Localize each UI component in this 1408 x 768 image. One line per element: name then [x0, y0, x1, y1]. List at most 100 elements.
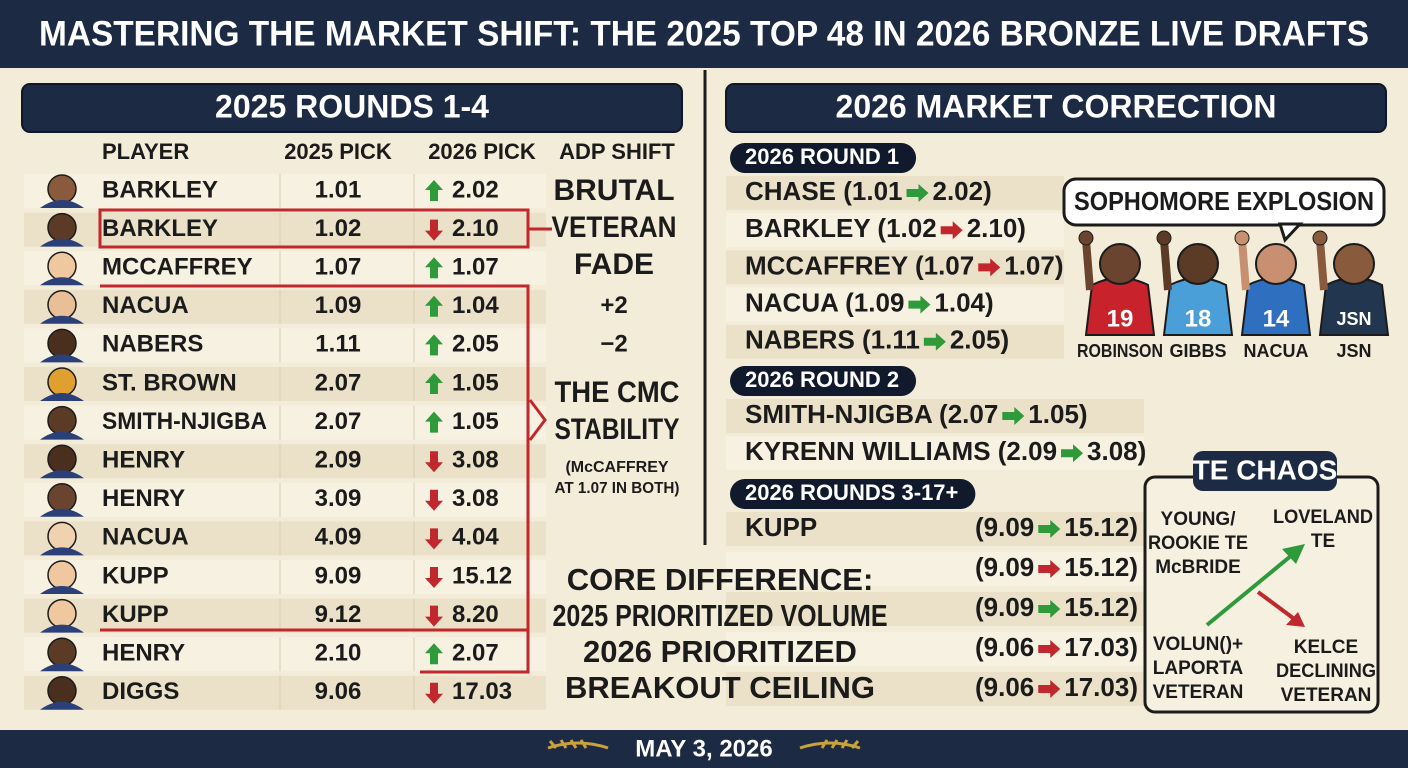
core-line: 2026 PRIORITIZED: [583, 634, 857, 669]
te-label: TE CHAOS: [1193, 454, 1338, 485]
row-stripe: [24, 598, 546, 633]
down-arrow: [425, 528, 443, 550]
players: 19 ROBINSON 18 GIBBS 14 NACUA JSN JSN: [1077, 230, 1390, 361]
move-to: 15.12): [1064, 552, 1138, 582]
jersey-number: JSN: [1336, 309, 1371, 329]
pick-2025: 1.11: [315, 331, 360, 358]
green-arrow: [1002, 407, 1025, 425]
fist: [1078, 230, 1094, 246]
up-arrow: [425, 373, 443, 394]
avatar: [47, 483, 77, 513]
veteran-fade: BRUTAL: [553, 174, 674, 207]
move-to: 1.07): [1004, 250, 1063, 280]
player-name: DIGGS: [102, 678, 179, 705]
row-stripe: [726, 632, 1144, 666]
te-young: McBRIDE: [1155, 557, 1241, 578]
te-pill: [1193, 451, 1337, 491]
cmc-stability: STABILITY: [555, 413, 680, 446]
te-young: YOUNG/: [1161, 509, 1237, 530]
panel-header: [725, 83, 1387, 133]
avatar: [47, 367, 77, 397]
move-from: BARKLEY (1.02: [745, 213, 937, 243]
jersey-number: 18: [1185, 305, 1212, 332]
red-arrow: [978, 258, 1001, 277]
move-to: 15.12): [1064, 512, 1138, 542]
player-name: NACUA: [102, 292, 189, 319]
move-from: CHASE (1.01: [745, 176, 903, 206]
avatar-body: [40, 586, 84, 594]
head: [1177, 243, 1219, 285]
pick-2026: 2.05: [452, 331, 499, 358]
arm: [1082, 239, 1094, 291]
adp-shift: +2: [600, 292, 627, 319]
row-stripe: [24, 560, 546, 594]
row-stripe: [24, 328, 546, 363]
te-kelce: DECLINING: [1276, 661, 1376, 682]
move-from: NABERS (1.11: [745, 325, 920, 355]
pick-2025: 1.09: [315, 292, 362, 319]
avatar-body: [40, 547, 84, 556]
avatar-body: [40, 663, 84, 672]
up-arrow: [425, 257, 443, 279]
down-arrow: [425, 489, 443, 511]
up-arrow: [1205, 553, 1294, 627]
row-stripe: [726, 287, 1064, 322]
bracket: [100, 284, 530, 674]
move-from: NACUA (1.09: [745, 287, 904, 317]
pick-2025: 2.09: [315, 447, 362, 474]
row-stripe: [24, 212, 546, 247]
cmc-note: (McCAFFREY: [565, 459, 668, 476]
column-header: 2025 PICK: [284, 139, 392, 164]
avatar: [47, 174, 77, 204]
panel-title: 2025 ROUNDS 1-4: [215, 88, 489, 124]
section-label: 2026 ROUNDS 3-17+: [745, 480, 958, 505]
avatar-body: [40, 470, 84, 479]
pick-2025: 1.07: [315, 254, 362, 281]
pick-2026: 3.08: [452, 485, 499, 512]
core-line: BREAKOUT CEILING: [565, 670, 875, 705]
row-stripe: [24, 367, 546, 401]
arm: [1160, 239, 1172, 291]
laurels: [547, 739, 861, 750]
up-arrow: [425, 643, 443, 665]
player-name: MCCAFFREY: [102, 254, 253, 281]
fist: [1156, 230, 1172, 246]
avatar-body: [40, 624, 84, 633]
row-stripe: [24, 675, 546, 710]
title-bar: [0, 0, 1408, 68]
cmc-note: AT 1.07 IN BOTH): [555, 480, 680, 497]
te-young: ROOKIE TE: [1148, 533, 1248, 554]
section-pill: [730, 366, 917, 396]
te-loveland: LOVELAND: [1273, 507, 1373, 528]
red-arrow: [940, 221, 963, 240]
footer-bar: [0, 730, 1408, 768]
down-arrow: [1256, 590, 1295, 620]
player-name: BARKLEY: [102, 215, 218, 242]
avatar-body: [40, 200, 84, 208]
row-stripe: [726, 176, 1064, 210]
player-name: HENRY: [102, 640, 185, 667]
section-label: 2026 ROUND 1: [745, 144, 899, 169]
row-stripe: [24, 289, 546, 324]
player-name: HENRY: [102, 447, 185, 474]
player-name: SMITH-NJIGBA: [102, 408, 267, 435]
player-name: BARKLEY: [102, 176, 218, 203]
row-stripe: [726, 213, 1064, 248]
section-label: 2026 ROUND 2: [745, 367, 899, 392]
avatar: [47, 328, 77, 359]
avatar: [47, 290, 77, 320]
arm: [1316, 239, 1328, 291]
avatar: [47, 560, 77, 590]
down-arrow: [425, 451, 443, 473]
player-name: ST. BROWN: [102, 369, 237, 396]
pick-2025: 9.09: [315, 562, 362, 589]
jersey-number: 19: [1107, 305, 1134, 332]
adp-shift: −2: [600, 331, 627, 358]
move-to: 2.10): [967, 213, 1026, 243]
pick-2026: 15.12: [452, 562, 512, 589]
pick-2025: 1.02: [315, 215, 362, 242]
callout-label: SOPHOMORE EXPLOSION: [1074, 186, 1374, 216]
section-pill: [730, 143, 917, 173]
move-from: (9.09: [975, 592, 1034, 622]
